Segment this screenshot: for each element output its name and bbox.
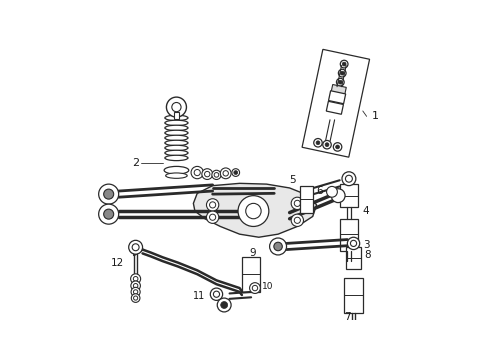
- Circle shape: [223, 171, 228, 176]
- Circle shape: [191, 166, 203, 179]
- Circle shape: [172, 103, 181, 112]
- Circle shape: [133, 276, 138, 281]
- Circle shape: [340, 71, 344, 75]
- Circle shape: [291, 214, 303, 226]
- Circle shape: [291, 197, 303, 210]
- Circle shape: [234, 171, 238, 175]
- Text: 11: 11: [193, 291, 205, 301]
- Circle shape: [134, 296, 138, 300]
- Circle shape: [232, 169, 240, 176]
- Circle shape: [220, 168, 231, 179]
- Bar: [344, 278, 363, 313]
- Circle shape: [340, 60, 348, 68]
- Ellipse shape: [165, 155, 188, 161]
- Circle shape: [129, 240, 143, 254]
- Bar: [300, 186, 314, 213]
- Circle shape: [131, 281, 141, 291]
- Circle shape: [249, 283, 260, 293]
- Circle shape: [294, 200, 300, 206]
- Circle shape: [204, 171, 210, 177]
- Circle shape: [325, 143, 329, 147]
- Text: 1: 1: [372, 111, 379, 121]
- Text: 5: 5: [290, 175, 296, 185]
- Circle shape: [131, 294, 140, 302]
- Ellipse shape: [164, 166, 189, 174]
- Circle shape: [294, 217, 300, 223]
- Text: 9: 9: [249, 248, 256, 258]
- Circle shape: [206, 211, 219, 223]
- Polygon shape: [194, 183, 317, 237]
- Circle shape: [213, 291, 220, 297]
- Circle shape: [323, 140, 331, 149]
- Text: 3: 3: [363, 240, 369, 250]
- Circle shape: [314, 139, 322, 147]
- Text: 8: 8: [365, 250, 371, 260]
- Circle shape: [342, 172, 356, 186]
- Circle shape: [202, 169, 213, 180]
- Ellipse shape: [165, 135, 188, 141]
- Bar: [242, 257, 260, 292]
- Text: 4: 4: [363, 206, 369, 216]
- Bar: [346, 247, 361, 269]
- Circle shape: [104, 189, 114, 199]
- Text: 10: 10: [262, 282, 273, 291]
- Circle shape: [167, 97, 187, 117]
- Circle shape: [337, 78, 344, 86]
- Text: 12: 12: [111, 258, 124, 267]
- Ellipse shape: [165, 115, 188, 121]
- Circle shape: [327, 186, 337, 197]
- Ellipse shape: [165, 120, 188, 126]
- Circle shape: [220, 302, 228, 309]
- Text: 2: 2: [132, 158, 140, 167]
- Polygon shape: [326, 101, 343, 114]
- Circle shape: [274, 242, 282, 251]
- Polygon shape: [330, 85, 346, 98]
- Circle shape: [316, 141, 320, 145]
- Circle shape: [217, 298, 231, 312]
- Circle shape: [246, 203, 261, 219]
- Ellipse shape: [165, 140, 188, 145]
- Ellipse shape: [165, 130, 188, 136]
- Bar: [340, 184, 358, 207]
- Circle shape: [336, 145, 340, 149]
- Circle shape: [210, 202, 216, 208]
- Circle shape: [252, 285, 258, 291]
- Circle shape: [339, 69, 346, 77]
- Ellipse shape: [165, 150, 188, 156]
- Polygon shape: [302, 49, 369, 157]
- Bar: [340, 219, 358, 251]
- Circle shape: [345, 175, 352, 182]
- Circle shape: [133, 290, 138, 294]
- Circle shape: [133, 284, 138, 288]
- Text: 6: 6: [317, 186, 323, 196]
- Circle shape: [132, 244, 139, 251]
- Ellipse shape: [166, 173, 187, 178]
- Circle shape: [339, 80, 342, 84]
- Circle shape: [210, 288, 222, 300]
- Text: 7: 7: [344, 311, 351, 321]
- Polygon shape: [329, 94, 344, 106]
- Circle shape: [194, 170, 200, 176]
- Circle shape: [347, 237, 360, 249]
- Circle shape: [98, 204, 119, 224]
- Circle shape: [333, 143, 342, 151]
- Ellipse shape: [165, 145, 188, 150]
- Ellipse shape: [165, 125, 188, 131]
- Circle shape: [350, 240, 357, 247]
- Circle shape: [131, 274, 141, 284]
- Circle shape: [210, 214, 216, 220]
- Circle shape: [212, 170, 221, 180]
- Circle shape: [238, 195, 269, 226]
- Circle shape: [331, 189, 345, 203]
- Circle shape: [214, 172, 219, 177]
- Circle shape: [98, 184, 119, 204]
- Circle shape: [270, 238, 287, 255]
- Circle shape: [206, 199, 219, 211]
- Circle shape: [342, 62, 346, 66]
- Polygon shape: [328, 91, 345, 104]
- Circle shape: [131, 287, 140, 296]
- Circle shape: [104, 209, 114, 219]
- Bar: [174, 112, 179, 119]
